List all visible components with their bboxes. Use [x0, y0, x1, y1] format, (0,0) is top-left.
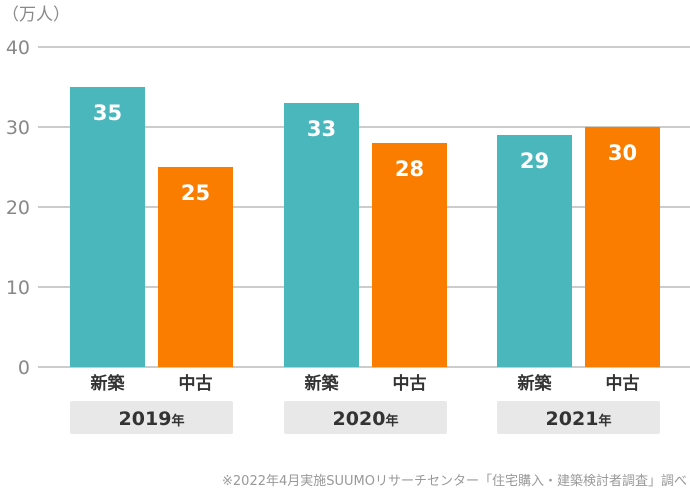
year-label-box	[284, 401, 447, 434]
bar	[284, 103, 359, 367]
y-tick-label: 10	[6, 277, 30, 299]
year-label: 2021年	[546, 408, 612, 430]
series-category-label: 中古	[179, 373, 213, 394]
y-tick-label: 40	[6, 37, 30, 59]
data-label: 35	[93, 101, 122, 125]
data-label: 30	[608, 141, 637, 165]
data-label: 33	[307, 117, 336, 141]
bar	[497, 135, 572, 367]
bar	[372, 143, 447, 367]
year-suffix: 年	[171, 413, 184, 429]
year-number: 2021	[546, 408, 599, 430]
y-axis-ticks: 0 10 20 30 40	[6, 37, 30, 379]
series-category-label: 中古	[393, 373, 427, 394]
series-category-label: 中古	[606, 373, 640, 394]
bar	[70, 87, 145, 367]
series-category-label: 新築	[518, 373, 553, 394]
y-tick-label: 20	[6, 197, 30, 219]
source-note: ※2022年4月実施SUUMOリサーチセンター「住宅購入・建築検討者調査」調べ	[222, 473, 687, 489]
year-number: 2019	[119, 408, 172, 430]
series-category-label: 新築	[305, 373, 340, 394]
year-suffix: 年	[385, 413, 398, 429]
year-number: 2020	[333, 408, 386, 430]
year-suffix: 年	[598, 413, 611, 429]
data-label: 29	[520, 149, 549, 173]
data-label: 25	[181, 181, 210, 205]
y-tick-label: 0	[18, 357, 30, 379]
bar	[158, 167, 233, 367]
data-label: 28	[395, 157, 424, 181]
gridlines	[38, 46, 690, 368]
y-tick-label: 30	[6, 117, 30, 139]
year-label: 2019年	[119, 408, 185, 430]
bars: 35 25 33 28 29 30	[70, 87, 660, 367]
year-label-box	[70, 401, 233, 434]
year-label-box	[497, 401, 660, 434]
bar	[585, 127, 660, 367]
unit-label: （万人）	[2, 5, 70, 25]
year-label: 2020年	[333, 408, 399, 430]
series-category-label: 新築	[91, 373, 126, 394]
